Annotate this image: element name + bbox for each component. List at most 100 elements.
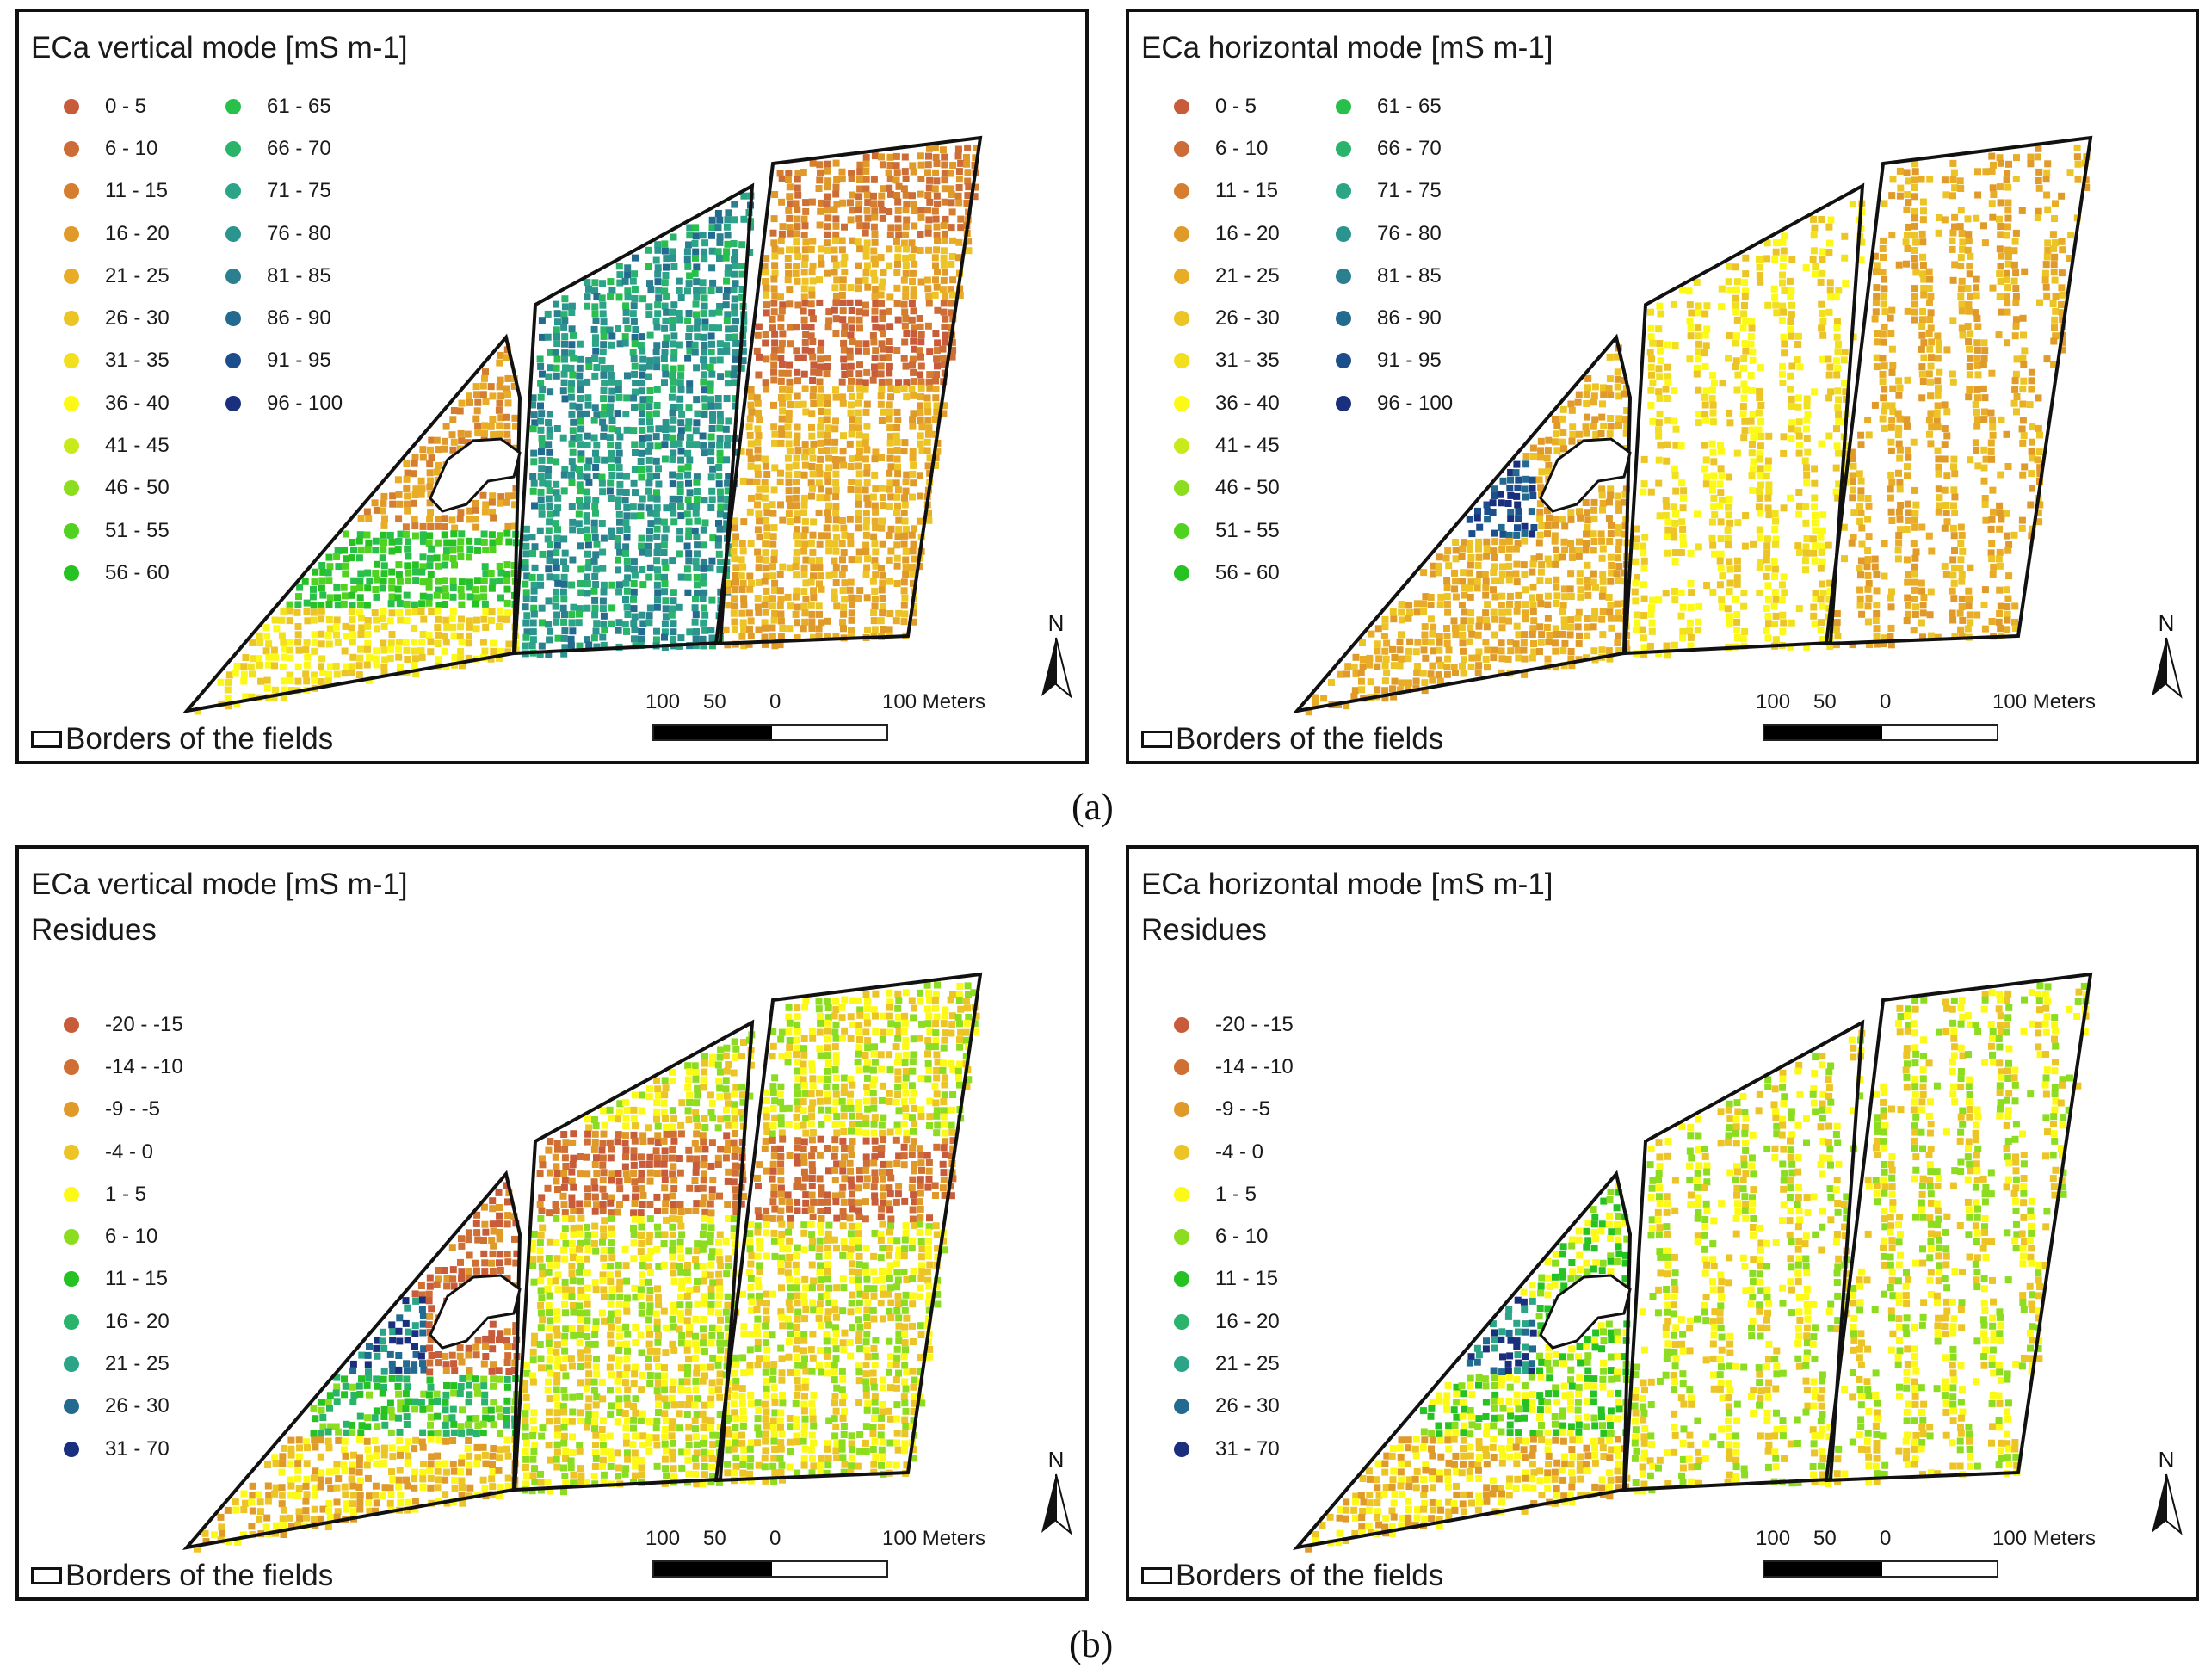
ec-point xyxy=(1615,647,1623,654)
ec-point xyxy=(925,246,933,254)
ec-point xyxy=(1894,410,1902,417)
ec-point xyxy=(1444,547,1452,555)
ec-point xyxy=(731,216,738,224)
ec-point xyxy=(1529,625,1537,633)
ec-point xyxy=(1460,617,1467,625)
ec-point xyxy=(1856,503,1864,510)
ec-point xyxy=(825,487,833,495)
ec-point xyxy=(1703,473,1711,481)
ec-point xyxy=(1818,324,1825,332)
ec-point xyxy=(886,415,893,423)
ec-point xyxy=(1841,232,1849,240)
ec-point xyxy=(769,324,776,332)
ec-point xyxy=(693,533,701,540)
ec-point xyxy=(1833,425,1840,433)
ec-point xyxy=(862,269,870,276)
ec-point xyxy=(801,461,809,469)
ec-point xyxy=(1957,293,1965,300)
ec-point xyxy=(394,594,402,602)
ec-point xyxy=(2021,268,2029,275)
ec-point xyxy=(817,431,824,439)
ec-point xyxy=(731,201,738,208)
ec-point xyxy=(248,693,256,701)
ec-point xyxy=(495,654,503,662)
ec-point xyxy=(731,270,738,278)
ec-point xyxy=(1398,631,1405,639)
ec-point xyxy=(600,432,608,440)
legend-label: 81 - 85 xyxy=(1377,263,1442,287)
ec-point xyxy=(530,449,538,457)
ec-point xyxy=(496,499,503,507)
ec-point xyxy=(568,619,576,627)
ec-point xyxy=(426,483,434,491)
ec-point xyxy=(1419,670,1427,677)
ec-point xyxy=(1671,549,1679,556)
legend-swatch xyxy=(225,183,241,200)
ec-point xyxy=(1756,589,1763,596)
ec-point xyxy=(466,537,473,545)
ec-point xyxy=(732,586,739,594)
ec-point xyxy=(1965,307,1973,315)
ec-point xyxy=(593,293,601,300)
ec-point xyxy=(1514,540,1522,547)
ec-point xyxy=(691,239,699,247)
ec-point xyxy=(2020,331,2027,339)
ec-point xyxy=(923,394,931,402)
ec-point xyxy=(1367,678,1374,686)
ec-point xyxy=(1866,641,1874,648)
ec-point xyxy=(1657,310,1664,318)
ec-point xyxy=(1632,597,1640,605)
ec-point xyxy=(512,1328,520,1336)
legend-item: 21 - 25 xyxy=(1174,255,1280,297)
ec-point xyxy=(441,531,448,539)
ec-point xyxy=(677,456,685,464)
ec-point xyxy=(1590,498,1598,506)
ec-point xyxy=(655,287,663,294)
ec-point xyxy=(654,301,662,309)
ec-point xyxy=(479,391,487,398)
ec-point xyxy=(569,627,577,635)
ec-point xyxy=(387,600,395,608)
ec-point xyxy=(334,594,341,602)
ec-point xyxy=(684,589,692,596)
ec-point xyxy=(537,581,545,589)
ec-point xyxy=(577,528,584,534)
ec-point xyxy=(425,593,433,601)
ec-point xyxy=(1568,553,1576,561)
scale-label: 100 xyxy=(1756,690,1791,713)
ec-point xyxy=(312,568,319,576)
ec-point xyxy=(669,324,676,331)
ec-point xyxy=(770,423,778,431)
legend-label: 56 - 60 xyxy=(105,560,170,584)
ec-point xyxy=(472,499,479,507)
ec-point xyxy=(1560,662,1568,670)
ec-point xyxy=(1451,569,1458,577)
ec-point xyxy=(561,295,569,303)
ec-point xyxy=(832,417,839,425)
ec-point xyxy=(925,424,933,432)
ec-point xyxy=(864,555,871,563)
ec-point xyxy=(1950,463,1957,471)
ec-point xyxy=(1857,477,1865,485)
ec-point xyxy=(808,463,816,470)
ec-point xyxy=(1935,508,1942,516)
ec-point xyxy=(2012,176,2020,182)
ec-point xyxy=(934,362,941,370)
ec-point xyxy=(1649,596,1657,604)
ec-point xyxy=(417,647,425,655)
ec-point xyxy=(900,355,908,362)
ec-point xyxy=(1450,664,1458,670)
ec-point xyxy=(1950,486,1958,494)
ec-point xyxy=(676,379,684,386)
ec-point xyxy=(738,448,745,455)
ec-point xyxy=(1941,441,1949,448)
ec-point xyxy=(910,609,917,617)
ec-point xyxy=(1936,339,1942,347)
ec-point xyxy=(1605,515,1613,522)
ec-point xyxy=(855,277,862,285)
ec-point xyxy=(2035,424,2042,432)
ec-point xyxy=(762,339,769,347)
ec-point xyxy=(482,570,490,578)
ec-point xyxy=(1996,562,2004,570)
ec-point xyxy=(1904,578,1911,586)
